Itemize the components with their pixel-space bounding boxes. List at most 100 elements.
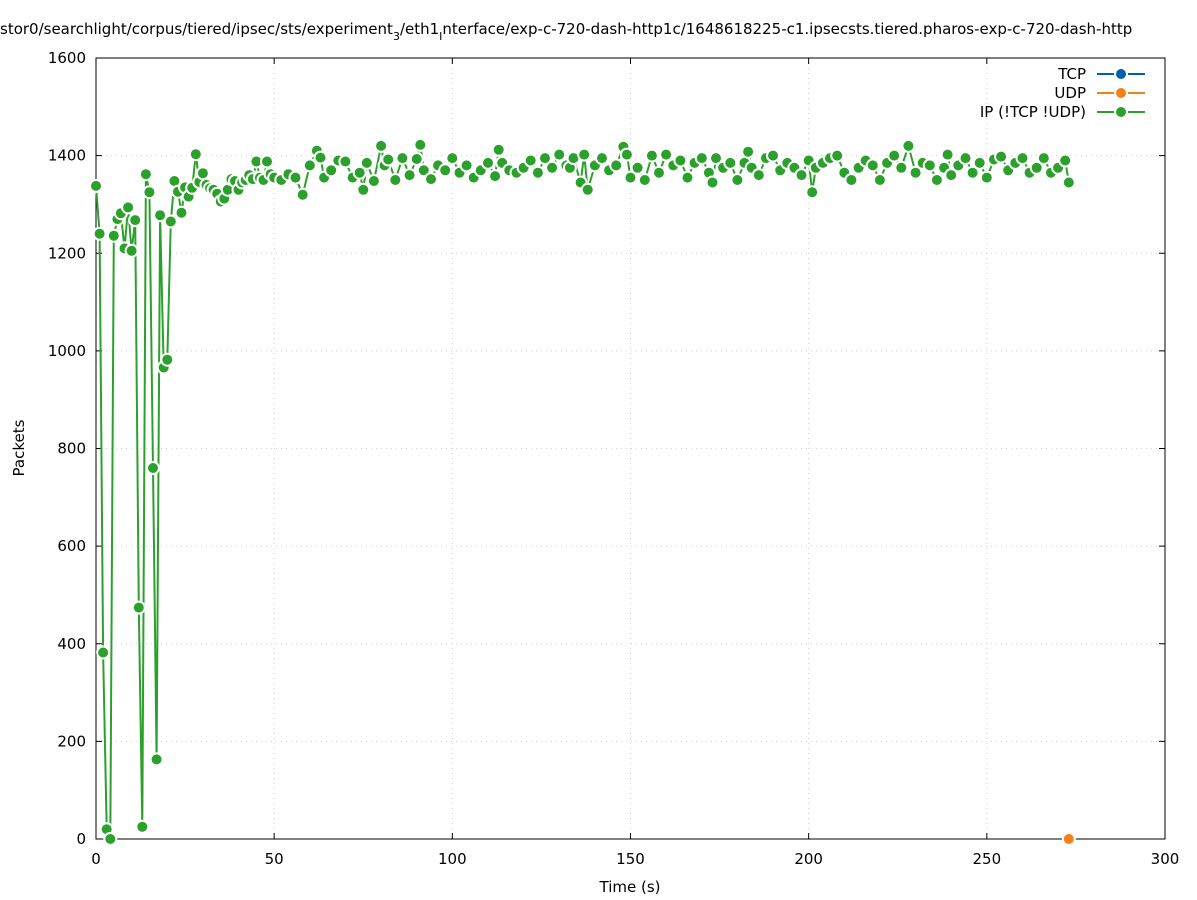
data-point <box>967 167 978 178</box>
data-point <box>753 170 764 181</box>
data-point <box>646 150 657 161</box>
data-point <box>654 167 664 178</box>
data-point <box>440 165 451 176</box>
data-point <box>340 156 351 167</box>
data-point <box>155 210 166 221</box>
series-line <box>95 142 1070 840</box>
data-point <box>483 157 493 168</box>
data-point <box>931 175 942 185</box>
data-point <box>190 149 201 160</box>
data-point <box>1038 153 1049 164</box>
data-point <box>696 153 707 164</box>
x-tick-label: 100 <box>438 850 467 868</box>
data-point <box>123 202 134 213</box>
legend-label: TCP <box>1057 65 1086 83</box>
data-point <box>981 172 992 183</box>
data-point <box>974 157 985 168</box>
legend-marker <box>1116 107 1126 117</box>
y-axis-label: Packets <box>10 419 28 476</box>
data-point <box>490 171 501 182</box>
series-1 <box>1061 832 1076 846</box>
data-point <box>924 160 935 171</box>
data-point <box>639 175 650 185</box>
x-tick-label: 0 <box>91 850 101 868</box>
series-layer <box>89 137 1076 846</box>
data-point <box>290 172 301 183</box>
data-point <box>547 162 558 173</box>
data-point <box>162 354 173 365</box>
x-tick-label: 300 <box>1151 850 1180 868</box>
data-point <box>426 174 436 185</box>
data-point <box>582 184 593 195</box>
data-point <box>197 168 208 179</box>
data-point <box>725 157 736 168</box>
y-tick-label: 400 <box>57 635 86 653</box>
data-point <box>297 189 308 200</box>
data-point <box>144 187 155 198</box>
y-tick-label: 0 <box>76 830 86 848</box>
data-point <box>1031 162 1042 173</box>
data-point <box>397 153 408 164</box>
data-point <box>597 153 607 164</box>
x-tick-label: 150 <box>616 850 645 868</box>
data-point <box>493 144 504 155</box>
data-point <box>661 149 672 160</box>
data-point <box>361 157 372 168</box>
data-point <box>251 156 262 167</box>
data-point <box>418 165 429 176</box>
data-point <box>703 167 714 178</box>
data-point <box>148 463 158 473</box>
data-point <box>461 160 472 171</box>
data-point <box>732 175 743 185</box>
data-point <box>447 153 458 164</box>
data-point <box>137 821 148 832</box>
data-point <box>960 153 971 164</box>
y-tick-label: 1200 <box>48 244 86 262</box>
y-tick-label: 800 <box>57 440 86 458</box>
data-point <box>675 155 686 166</box>
series-2 <box>89 137 1076 846</box>
data-point <box>1063 177 1074 188</box>
data-point <box>554 149 565 160</box>
data-point <box>169 176 180 186</box>
data-point <box>896 162 907 173</box>
data-point <box>376 140 387 151</box>
data-point <box>140 169 151 180</box>
plot-border <box>95 57 1166 840</box>
data-point <box>415 139 426 150</box>
legend-label: UDP <box>1054 84 1086 102</box>
legend-marker <box>1116 69 1126 79</box>
data-point <box>354 167 365 178</box>
data-point <box>151 754 162 765</box>
data-point <box>383 154 394 165</box>
y-tick-label: 600 <box>57 537 86 555</box>
data-point <box>540 153 550 164</box>
data-point <box>133 602 144 613</box>
data-point <box>326 165 337 176</box>
data-point <box>796 170 807 181</box>
data-point <box>946 170 957 181</box>
data-point <box>621 149 632 160</box>
data-point <box>711 153 721 164</box>
legend-marker <box>1116 88 1126 98</box>
data-point <box>568 153 579 164</box>
data-point <box>165 216 176 227</box>
data-point <box>222 184 233 195</box>
data-point <box>176 207 187 218</box>
data-point <box>1017 153 1028 164</box>
data-point <box>1063 834 1074 844</box>
y-tick-label: 1400 <box>48 147 86 165</box>
data-point <box>768 150 778 161</box>
data-point <box>525 155 536 166</box>
data-point <box>368 176 379 186</box>
x-tick-label: 200 <box>794 850 823 868</box>
data-point <box>108 230 119 241</box>
legend-label: IP (!TCP !UDP) <box>980 103 1086 121</box>
data-point <box>262 156 272 167</box>
data-point <box>707 177 718 188</box>
data-point <box>867 160 878 171</box>
data-point <box>743 146 754 157</box>
data-point <box>358 184 369 195</box>
